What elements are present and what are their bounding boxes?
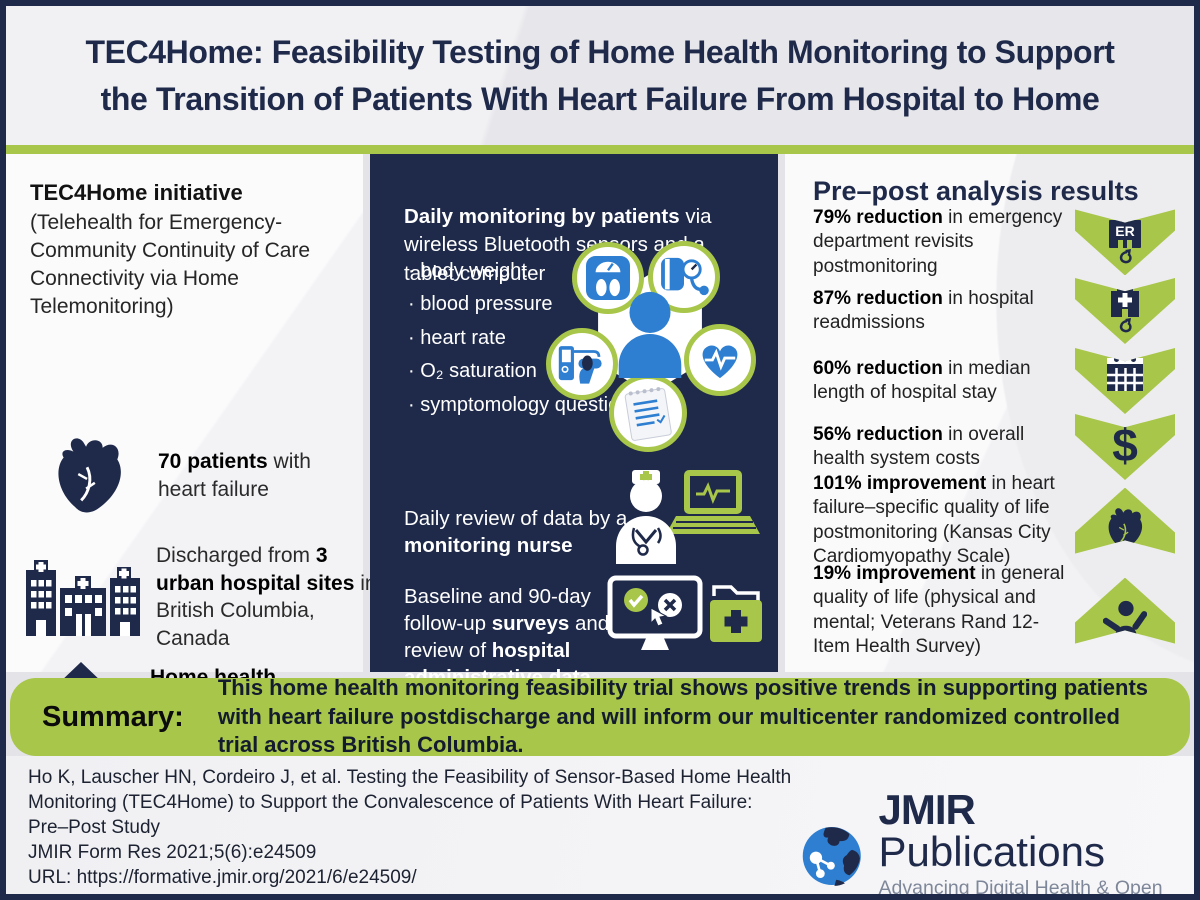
logo-tagline: Advancing Digital Health & Open Science bbox=[878, 877, 1163, 899]
arrow-down-icon: ER bbox=[1075, 209, 1175, 276]
citation-line: JMIR Form Res 2021;5(6):e24509 bbox=[28, 841, 317, 863]
person-cheering-icon bbox=[1103, 600, 1147, 641]
monitoring-panel: Daily monitoring by patients via wireles… bbox=[370, 154, 778, 689]
results-panel: Pre–post analysis results 79% reduction … bbox=[785, 154, 1194, 672]
arrow-up-icon bbox=[1075, 487, 1175, 554]
arrow-up-icon bbox=[1075, 577, 1175, 644]
survey-data-icon bbox=[607, 575, 762, 650]
result-item: 19% improvement in general quality of li… bbox=[813, 562, 1175, 659]
result-item: 101% improvement in heart failure–specif… bbox=[813, 472, 1175, 569]
result-item: 79% reduction in emergency department re… bbox=[813, 206, 1175, 279]
er-building-icon: ER bbox=[1109, 212, 1141, 264]
patient-icon bbox=[618, 291, 682, 378]
citation-line: Ho K, Lauscher HN, Cordeiro J, et al. Te… bbox=[28, 767, 792, 788]
arrow-down-icon bbox=[1075, 278, 1175, 344]
logo-wordmark: JMIR Publications bbox=[878, 786, 1106, 875]
citation-line: Monitoring (TEC4Home) to Support the Con… bbox=[28, 791, 753, 813]
monitoring-nurse-icon bbox=[616, 470, 760, 564]
weight-scale-icon bbox=[586, 256, 630, 300]
list-item: heart rate bbox=[404, 325, 640, 351]
summary-text: This home health monitoring feasibility … bbox=[217, 675, 1149, 758]
summary-bar: Summary: This home health monitoring fea… bbox=[10, 675, 1190, 757]
page-title: TEC4Home: Feasibility Testing of Home He… bbox=[85, 34, 1115, 117]
sensor-circle bbox=[572, 242, 644, 314]
footer: Ho K, Lauscher HN, Cordeiro J, et al. Te… bbox=[6, 756, 1194, 894]
result-item: 56% reduction in overall health system c… bbox=[813, 414, 1175, 480]
arrow-down-icon: $ bbox=[1075, 414, 1175, 480]
heart-ecg-icon bbox=[702, 345, 738, 379]
patients-fact-text: 70 patients with heart failure bbox=[158, 450, 311, 501]
svg-text:ER: ER bbox=[1115, 223, 1134, 239]
sensor-cluster bbox=[532, 238, 778, 504]
pulse-oximeter-icon bbox=[558, 346, 602, 384]
list-item: body weight bbox=[404, 258, 640, 284]
blood-pressure-icon bbox=[661, 257, 709, 296]
sensor-circle bbox=[609, 374, 687, 452]
list-item: O₂ saturation bbox=[404, 358, 640, 384]
results-heading: Pre–post analysis results bbox=[813, 176, 1139, 206]
citation: Ho K, Lauscher HN, Cordeiro J, et al. Te… bbox=[28, 766, 792, 894]
citation-line: DOI: 10.2196/24509 bbox=[28, 891, 791, 894]
arrow-down-icon bbox=[1075, 348, 1175, 414]
title-divider bbox=[6, 145, 1194, 154]
hospital-sites-row: Discharged from 3 urban hospital sites i… bbox=[24, 542, 384, 653]
citation-line: Pre–Post Study bbox=[28, 816, 161, 838]
title-band: TEC4Home: Feasibility Testing of Home He… bbox=[6, 6, 1194, 145]
result-text: 19% improvement in general quality of li… bbox=[813, 563, 1065, 657]
result-text: 56% reduction in overall health system c… bbox=[813, 423, 1025, 469]
result-text: 101% improvement in heart failure–specif… bbox=[813, 473, 1055, 567]
hospital-icon bbox=[1111, 283, 1139, 333]
initiative-heading-block: TEC4Home initiative (Telehealth for Emer… bbox=[30, 180, 352, 321]
initiative-subheading: (Telehealth for Emergency-Community Cont… bbox=[30, 211, 311, 318]
result-item: 60% reduction in median length of hospit… bbox=[813, 348, 1175, 414]
jmir-logo: JMIR Publications Advancing Digital Heal… bbox=[801, 786, 1194, 899]
initiative-heading: TEC4Home initiative bbox=[30, 180, 243, 205]
nurse-review-text: Daily review of data by a monitoring nur… bbox=[404, 506, 628, 557]
dollar-icon: $ bbox=[1112, 419, 1138, 471]
sensor-circle bbox=[546, 328, 618, 400]
heart-icon bbox=[58, 438, 121, 513]
patients-fact-row: 70 patients with heart failure bbox=[50, 434, 353, 518]
result-text: 79% reduction in emergency department re… bbox=[813, 207, 1063, 277]
hospital-buildings-icon bbox=[26, 560, 140, 637]
list-item: blood pressure bbox=[404, 291, 640, 317]
heart-icon bbox=[1108, 507, 1143, 548]
citation-line: URL: https://formative.jmir.org/2021/6/e… bbox=[28, 866, 417, 888]
survey-clipboard-icon bbox=[624, 387, 672, 441]
result-item: 87% reduction in hospital readmissions bbox=[813, 278, 1175, 344]
study-overview-panel: TEC4Home initiative (Telehealth for Emer… bbox=[6, 154, 377, 750]
result-text: 87% reduction in hospital readmissions bbox=[813, 287, 1034, 333]
logo-text: JMIR Publications Advancing Digital Heal… bbox=[878, 786, 1194, 899]
globe-icon bbox=[802, 826, 861, 886]
hospital-sites-text: Discharged from 3 urban hospital sites i… bbox=[156, 544, 377, 651]
sensor-circle bbox=[684, 324, 756, 396]
calendar-icon bbox=[1107, 352, 1143, 391]
summary-label: Summary: bbox=[42, 700, 184, 733]
result-text: 60% reduction in median length of hospit… bbox=[813, 357, 1031, 403]
